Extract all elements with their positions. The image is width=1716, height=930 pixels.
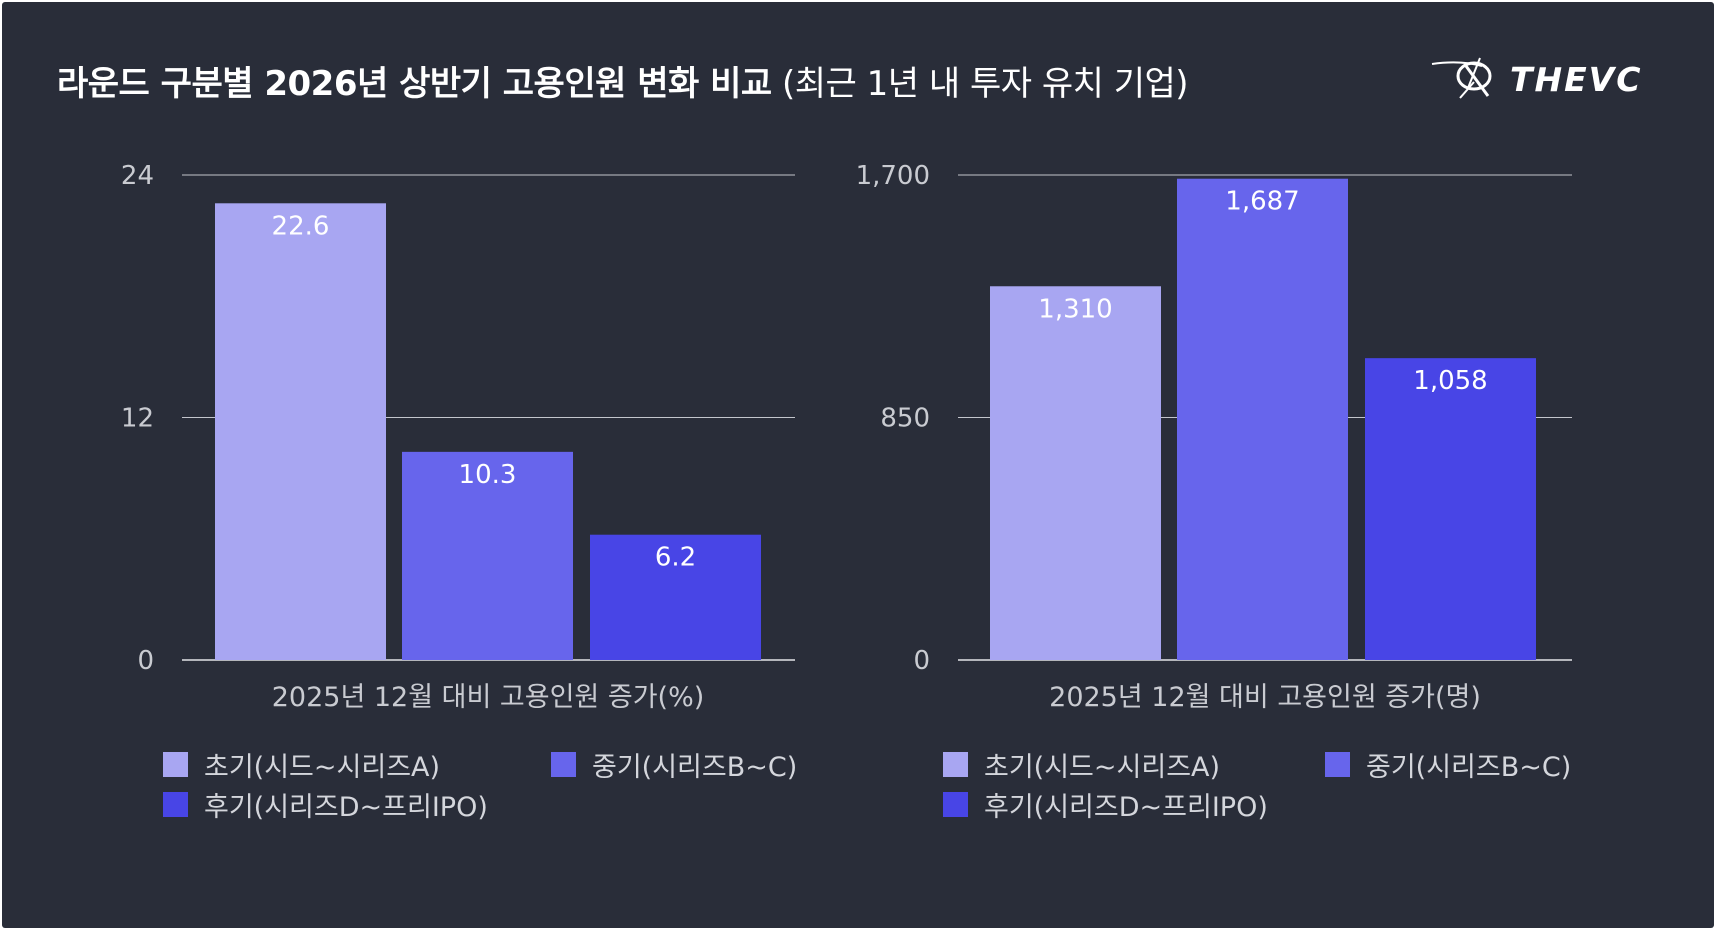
bar: [402, 451, 573, 660]
legend-label-early: 초기(시드~시리즈A): [204, 752, 441, 783]
legend-label-late: 후기(시리즈D~프리IPO): [204, 792, 488, 823]
legend-swatch-mid: [1325, 752, 1350, 777]
data-label: 6.2: [655, 543, 696, 573]
data-label: 1,310: [1038, 294, 1112, 324]
x-axis-label: 2025년 12월 대비 고용인원 증가(명): [1049, 682, 1481, 713]
legend-label-late: 후기(시리즈D~프리IPO): [984, 792, 1268, 823]
legend-swatch-early: [943, 752, 968, 777]
legend-item-mid: 중기(시리즈B~C): [551, 745, 797, 784]
legend-item-late: 후기(시리즈D~프리IPO): [943, 785, 1268, 824]
title-sub: (최근 1년 내 투자 유치 기업): [782, 64, 1189, 104]
legend-item-mid: 중기(시리즈B~C): [1325, 745, 1571, 784]
legend-label-mid: 중기(시리즈B~C): [1366, 752, 1572, 783]
title-main: 라운드 구분별 2026년 상반기 고용인원 변화 비교: [57, 64, 772, 104]
bar: [990, 286, 1161, 660]
chart-percent: 0 12 24 22.6 10.3 6.2 2025년 12월 대비 고용인원 증가(%): [121, 161, 795, 713]
thevc-logo-icon: [1431, 57, 1492, 99]
bar: [590, 534, 761, 660]
page-title: 라운드 구분별 2026년 상반기 고용인원 변화 비교 (최근 1년 내 투자…: [57, 56, 1189, 105]
bar: [215, 203, 386, 660]
chart-headcount: 0 850 1,700 1,310 1,687 1,058 2025년 12월 대비 고용인…: [856, 161, 1572, 713]
legend-item-early: 초기(시드~시리즈A): [163, 745, 440, 784]
bar: [1177, 178, 1348, 661]
legend-swatch-early: [163, 752, 188, 777]
data-label: 10.3: [459, 460, 517, 490]
y-tick-label: 850: [880, 404, 930, 434]
bar: [1365, 358, 1536, 660]
y-tick-label: 1,700: [856, 161, 930, 191]
data-label: 1,058: [1413, 366, 1487, 396]
legend-swatch-mid: [551, 752, 576, 777]
legend-swatch-late: [943, 792, 968, 817]
legend-item-late: 후기(시리즈D~프리IPO): [163, 785, 488, 824]
y-tick-label: 12: [121, 404, 154, 434]
legend-item-early: 초기(시드~시리즈A): [943, 745, 1220, 784]
y-tick-label: 0: [913, 646, 930, 676]
legend-label-mid: 중기(시리즈B~C): [592, 752, 798, 783]
y-tick-label: 0: [137, 646, 154, 676]
data-label: 22.6: [272, 211, 330, 241]
y-tick-label: 24: [121, 161, 154, 191]
thevc-logo: THEVC: [1430, 52, 1660, 110]
data-label: 1,687: [1225, 187, 1299, 217]
legend-swatch-late: [163, 792, 188, 817]
x-axis-label: 2025년 12월 대비 고용인원 증가(%): [272, 682, 705, 713]
legend-label-early: 초기(시드~시리즈A): [984, 752, 1221, 783]
logo-text: THEVC: [1510, 60, 1643, 99]
